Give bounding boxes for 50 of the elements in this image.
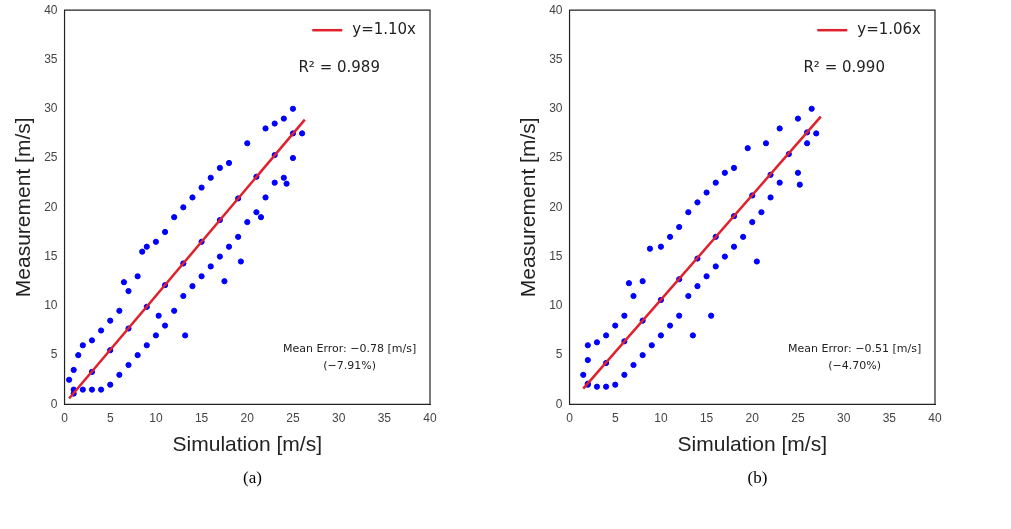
- y-tick-label: 30: [549, 101, 563, 116]
- x-tick-label: 40: [423, 410, 437, 425]
- y-tick-label: 30: [44, 101, 58, 116]
- y-tick-label: 35: [549, 51, 563, 66]
- y-tick-label: 0: [50, 396, 58, 411]
- x-tick-label: 40: [928, 410, 942, 425]
- x-tick-label: 35: [377, 410, 392, 425]
- y-tick-label: 5: [555, 347, 563, 362]
- x-tick-label: 10: [149, 410, 163, 425]
- y-axis-title: Measurement [m/s]: [11, 117, 35, 298]
- y-axis-title: Measurement [m/s]: [516, 117, 540, 298]
- annotation: Mean Error: −0.78 [m/s]: [282, 342, 417, 356]
- x-tick-label: 15: [699, 410, 714, 425]
- x-tick-label: 0: [566, 410, 574, 425]
- y-tick-label: 40: [549, 2, 563, 17]
- legend-label: y=1.06x: [857, 20, 922, 39]
- x-tick-label: 10: [654, 410, 668, 425]
- x-tick-label: 30: [836, 410, 851, 425]
- x-tick-label: 5: [611, 410, 619, 425]
- x-tick-label: 15: [194, 410, 209, 425]
- y-tick-label: 5: [50, 347, 58, 362]
- y-tick-label: 25: [549, 150, 563, 165]
- legend-label: y=1.10x: [352, 20, 417, 39]
- x-axis-title: Simulation [m/s]: [172, 432, 322, 456]
- y-tick-label: 15: [549, 248, 563, 263]
- annotation: R² = 0.989: [298, 58, 380, 77]
- text: (b): [746, 468, 769, 488]
- x-tick-label: 5: [106, 410, 114, 425]
- x-axis-title: Simulation [m/s]: [677, 432, 827, 456]
- x-tick-label: 35: [882, 410, 897, 425]
- y-tick-label: 0: [555, 396, 563, 411]
- x-tick-label: 30: [331, 410, 346, 425]
- x-tick-label: 0: [61, 410, 69, 425]
- y-tick-label: 20: [549, 199, 563, 214]
- y-tick-label: 10: [44, 298, 58, 313]
- text: (a): [242, 468, 263, 488]
- x-tick-label: 25: [791, 410, 805, 425]
- x-tick-label: 20: [745, 410, 760, 425]
- y-tick-label: 10: [549, 298, 563, 313]
- y-tick-label: 40: [44, 2, 58, 17]
- annotation: (−7.91%): [323, 359, 376, 373]
- annotation: R² = 0.990: [803, 58, 885, 77]
- y-tick-label: 25: [44, 150, 58, 165]
- y-tick-label: 35: [44, 51, 58, 66]
- annotation: Mean Error: −0.51 [m/s]: [787, 342, 922, 356]
- x-tick-label: 25: [286, 410, 300, 425]
- y-tick-label: 20: [44, 199, 58, 214]
- y-tick-label: 15: [44, 248, 58, 263]
- x-tick-label: 20: [240, 410, 255, 425]
- annotation: (−4.70%): [828, 359, 881, 373]
